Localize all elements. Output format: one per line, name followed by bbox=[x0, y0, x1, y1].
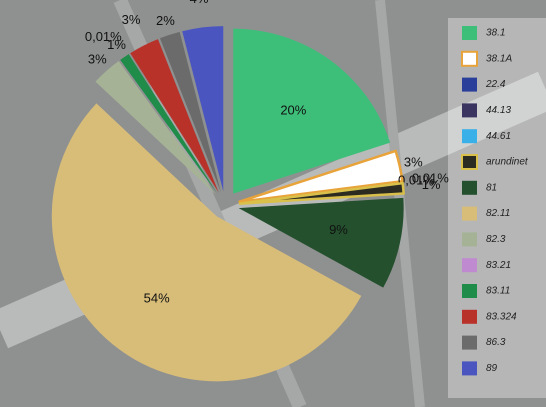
legend-label: 82.11 bbox=[486, 208, 510, 219]
slice-label: 2% bbox=[156, 13, 175, 28]
slice-label: 3% bbox=[88, 52, 107, 67]
chart: 20%3%0,01%0,01%1%9%54%3%0,01%1%3%2%4%38.… bbox=[0, 0, 546, 407]
slice-label: 9% bbox=[329, 222, 348, 237]
legend-label: 44.61 bbox=[486, 131, 511, 142]
legend-label: 38.1 bbox=[486, 28, 505, 39]
legend-swatch bbox=[462, 155, 477, 169]
legend-swatch bbox=[462, 284, 477, 298]
legend-label: 44.13 bbox=[486, 105, 511, 116]
legend-label: 83.324 bbox=[486, 311, 517, 322]
legend-swatch bbox=[462, 361, 477, 375]
legend-label: 22.4 bbox=[485, 79, 506, 90]
legend-swatch bbox=[462, 258, 477, 272]
legend-label: 82.3 bbox=[486, 234, 506, 245]
legend-label: arundinet bbox=[486, 157, 529, 168]
page: {"chart_data": {"type": "pie", "categori… bbox=[0, 0, 546, 407]
slice-label: 1% bbox=[422, 177, 441, 192]
legend-swatch bbox=[462, 52, 477, 66]
legend-swatch bbox=[462, 207, 477, 221]
legend-label: 38.1A bbox=[486, 53, 512, 64]
legend-swatch bbox=[462, 336, 477, 350]
legend-swatch bbox=[462, 78, 477, 92]
legend-label: 89 bbox=[486, 363, 498, 374]
legend-swatch bbox=[462, 181, 477, 195]
legend-swatch bbox=[462, 103, 477, 117]
slice-label: 3% bbox=[404, 154, 423, 169]
slice-label: 1% bbox=[107, 37, 126, 52]
legend-swatch bbox=[462, 129, 477, 143]
slice-label: 20% bbox=[280, 102, 306, 117]
legend-swatch bbox=[462, 232, 477, 246]
legend-swatch bbox=[462, 310, 477, 324]
legend-label: 86.3 bbox=[486, 337, 506, 348]
slice-label: 4% bbox=[190, 0, 209, 6]
legend-swatch bbox=[462, 26, 477, 40]
slice-label: 3% bbox=[122, 12, 141, 27]
legend-label: 81 bbox=[486, 182, 497, 193]
legend-label: 83.11 bbox=[486, 286, 510, 297]
slice-label: 54% bbox=[144, 291, 170, 306]
legend-label: 83.21 bbox=[486, 260, 511, 271]
